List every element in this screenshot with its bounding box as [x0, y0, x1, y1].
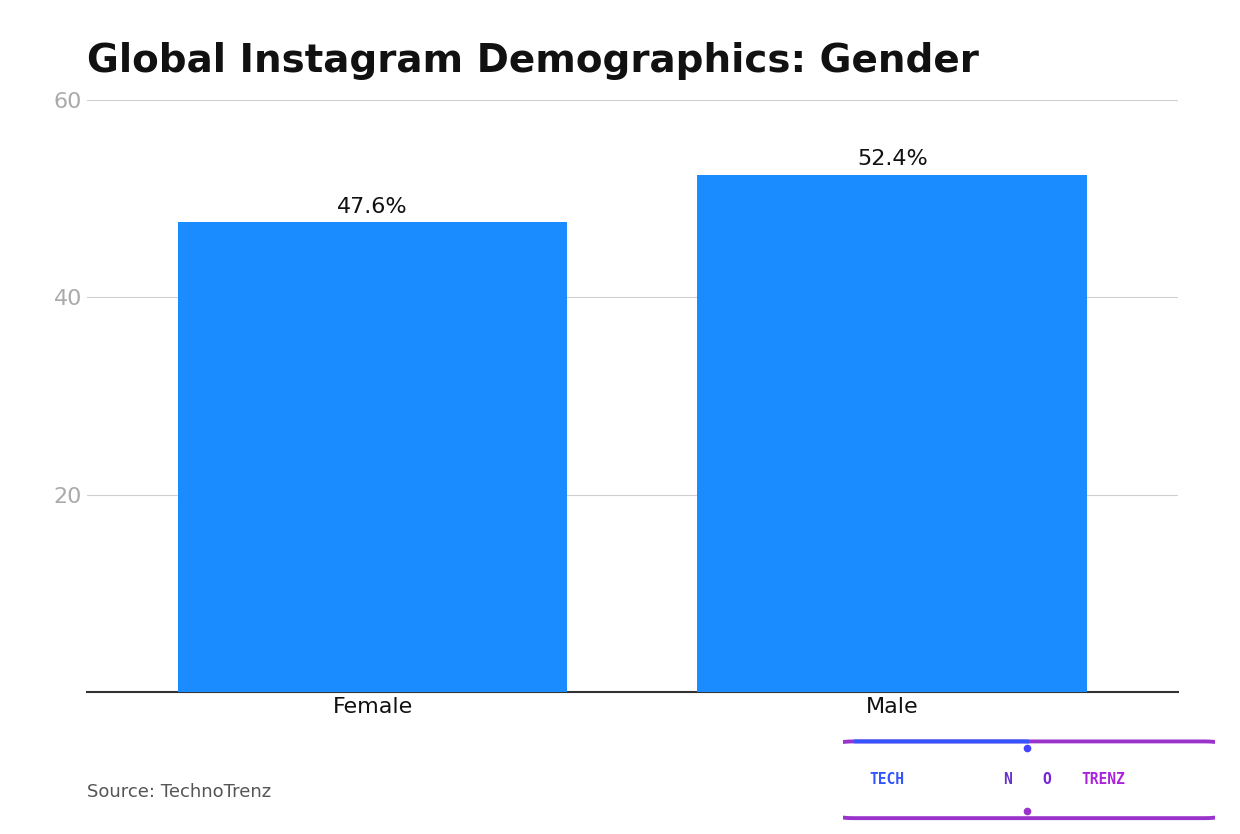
Text: 47.6%: 47.6% — [337, 197, 408, 217]
Text: Source: TechnoTrenz: Source: TechnoTrenz — [87, 782, 270, 801]
Bar — [177, 223, 568, 692]
Text: TRENZ: TRENZ — [1081, 772, 1125, 787]
Text: TECH: TECH — [869, 772, 904, 787]
Bar — [697, 175, 1087, 692]
Text: 52.4%: 52.4% — [857, 149, 928, 169]
Text: Global Instagram Demographics: Gender: Global Instagram Demographics: Gender — [87, 43, 978, 80]
Text: O: O — [1042, 772, 1052, 787]
Text: N: N — [1003, 772, 1012, 787]
